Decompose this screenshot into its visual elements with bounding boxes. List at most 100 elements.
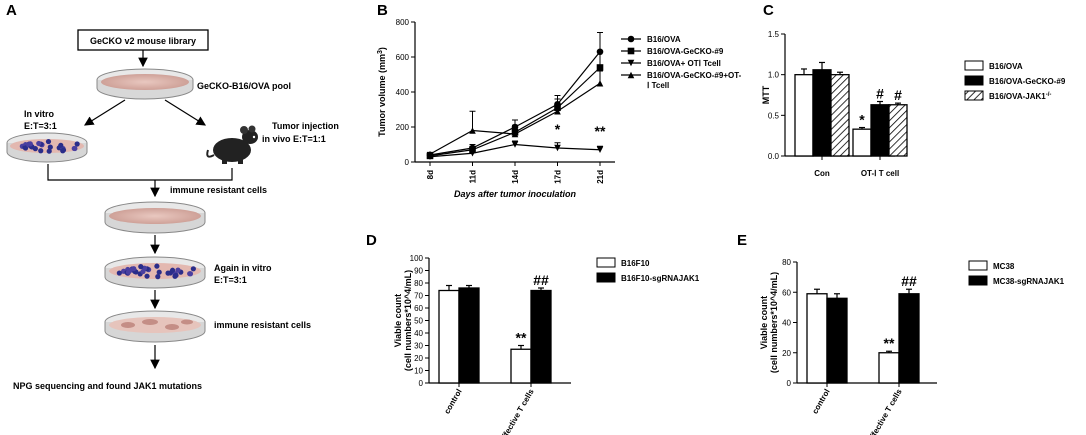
blue-cell (175, 267, 181, 273)
significance-mark: ## (533, 272, 549, 288)
blue-cell (125, 269, 132, 275)
x-tick-label: effective T cells (866, 387, 904, 435)
again-dish (104, 256, 206, 289)
y-axis-label: MTT (761, 85, 771, 104)
y-tick-label: 60 (414, 304, 423, 313)
x-tick-label: 11d (469, 170, 478, 183)
legend-label: B16/OVA+ OTⅠ Tcell (647, 59, 721, 68)
blue-cell (144, 273, 150, 279)
significance-mark: ## (901, 273, 917, 289)
blue-cell (173, 272, 179, 278)
blue-cell (140, 268, 146, 275)
point (469, 127, 476, 134)
series-3 (426, 140, 604, 161)
blue-cell (60, 147, 67, 153)
point (627, 35, 635, 43)
y-axis-label-unit: (cell numbers*10^4/mL) (403, 270, 413, 371)
bar (870, 104, 890, 157)
legend-swatch (964, 60, 984, 71)
resistant-dish-2 (104, 310, 206, 343)
blue-cell (27, 141, 33, 147)
y-tick-label: 70 (414, 292, 423, 301)
invitro-label: In vitro (24, 109, 55, 119)
resistant-dish-1 (104, 201, 206, 234)
bar (510, 348, 532, 384)
resistant-label-2: immune resistant cells (214, 320, 311, 330)
bar (852, 128, 872, 157)
y-tick-label: 20 (414, 354, 423, 363)
blue-cell (165, 270, 171, 276)
legend-swatch (596, 272, 616, 283)
significance-mark: # (876, 86, 884, 102)
y-tick-label: 0 (419, 379, 424, 388)
point (596, 64, 604, 71)
legend-label: MC38-sgRNAJAK1 (993, 277, 1065, 286)
significance-mark: # (894, 87, 902, 103)
significance-mark: ** (595, 123, 606, 139)
y-tick-label: 80 (782, 258, 791, 267)
point (511, 130, 519, 138)
point (469, 149, 476, 157)
blue-cell (169, 267, 176, 273)
blue-cell (47, 144, 53, 150)
point (426, 150, 434, 158)
significance-mark: * (555, 121, 561, 137)
x-tick-label: 14d (511, 170, 520, 184)
bar (530, 289, 552, 384)
legend-label: B16/OVA (989, 62, 1023, 71)
y-tick-label: 60 (782, 288, 791, 297)
legend-swatch (968, 260, 988, 271)
y-tick-label: 1.0 (768, 71, 780, 80)
tumor-ratio: in vivo E:T=1:1 (262, 134, 326, 144)
legend-label: B16F10-sgRNAJAK1 (621, 274, 700, 283)
x-axis-label: Days after tumor inoculation (454, 189, 577, 199)
y-tick-label: 600 (396, 53, 410, 62)
series-4 (426, 70, 604, 158)
pool-dish (96, 68, 194, 100)
bar (898, 293, 920, 384)
invitro-ratio: E:T=3:1 (24, 121, 57, 131)
legend-label: Ⅰ Tcell (647, 81, 669, 90)
bar (888, 104, 908, 157)
y-tick-label: 800 (396, 18, 410, 27)
x-tick-label: effective T cells (498, 387, 536, 435)
bar (806, 293, 828, 384)
y-tick-label: 50 (414, 317, 423, 326)
significance-mark: * (859, 112, 865, 128)
y-axis-label: Viable count (393, 294, 403, 347)
y-tick-label: 40 (782, 319, 791, 328)
blue-cell (58, 142, 64, 148)
blue-cell (38, 148, 44, 154)
blue-cell (155, 274, 161, 280)
bar (438, 289, 460, 384)
panel-c-letter: C (763, 2, 774, 19)
y-tick-label: 0 (787, 379, 792, 388)
x-tick-label: Con (814, 169, 830, 178)
blue-cell (72, 145, 78, 152)
blue-cell (154, 263, 160, 269)
final-label: NPG sequencing and found JAK1 mutations (13, 381, 202, 391)
y-tick-label: 90 (414, 267, 423, 276)
point (511, 141, 519, 148)
blue-cell (46, 148, 52, 154)
y-axis-label: Tumor volume (mm3) (377, 47, 388, 137)
legend-label: B16F10 (621, 259, 650, 268)
point (469, 146, 476, 154)
point (554, 144, 561, 152)
y-tick-label: 1.5 (768, 30, 780, 39)
tumor-label: Tumor injection (272, 121, 339, 131)
x-tick-label: 21d (596, 170, 605, 184)
library-label: GeCKO v2 mouse library (90, 36, 196, 46)
point (596, 79, 604, 87)
legend-label: B16/OVA-JAK1-/- (989, 92, 1051, 101)
x-tick-label: control (442, 388, 463, 416)
point (627, 71, 635, 79)
y-tick-label: 200 (396, 123, 410, 132)
panel-d-letter: D (366, 232, 377, 249)
blue-cell (190, 266, 196, 272)
panel-a-letter: A (6, 2, 17, 19)
bar (812, 69, 832, 157)
resistant-label-1: immune resistant cells (170, 185, 267, 195)
invitro-dish (6, 132, 88, 163)
legend-label: MC38 (993, 262, 1015, 271)
